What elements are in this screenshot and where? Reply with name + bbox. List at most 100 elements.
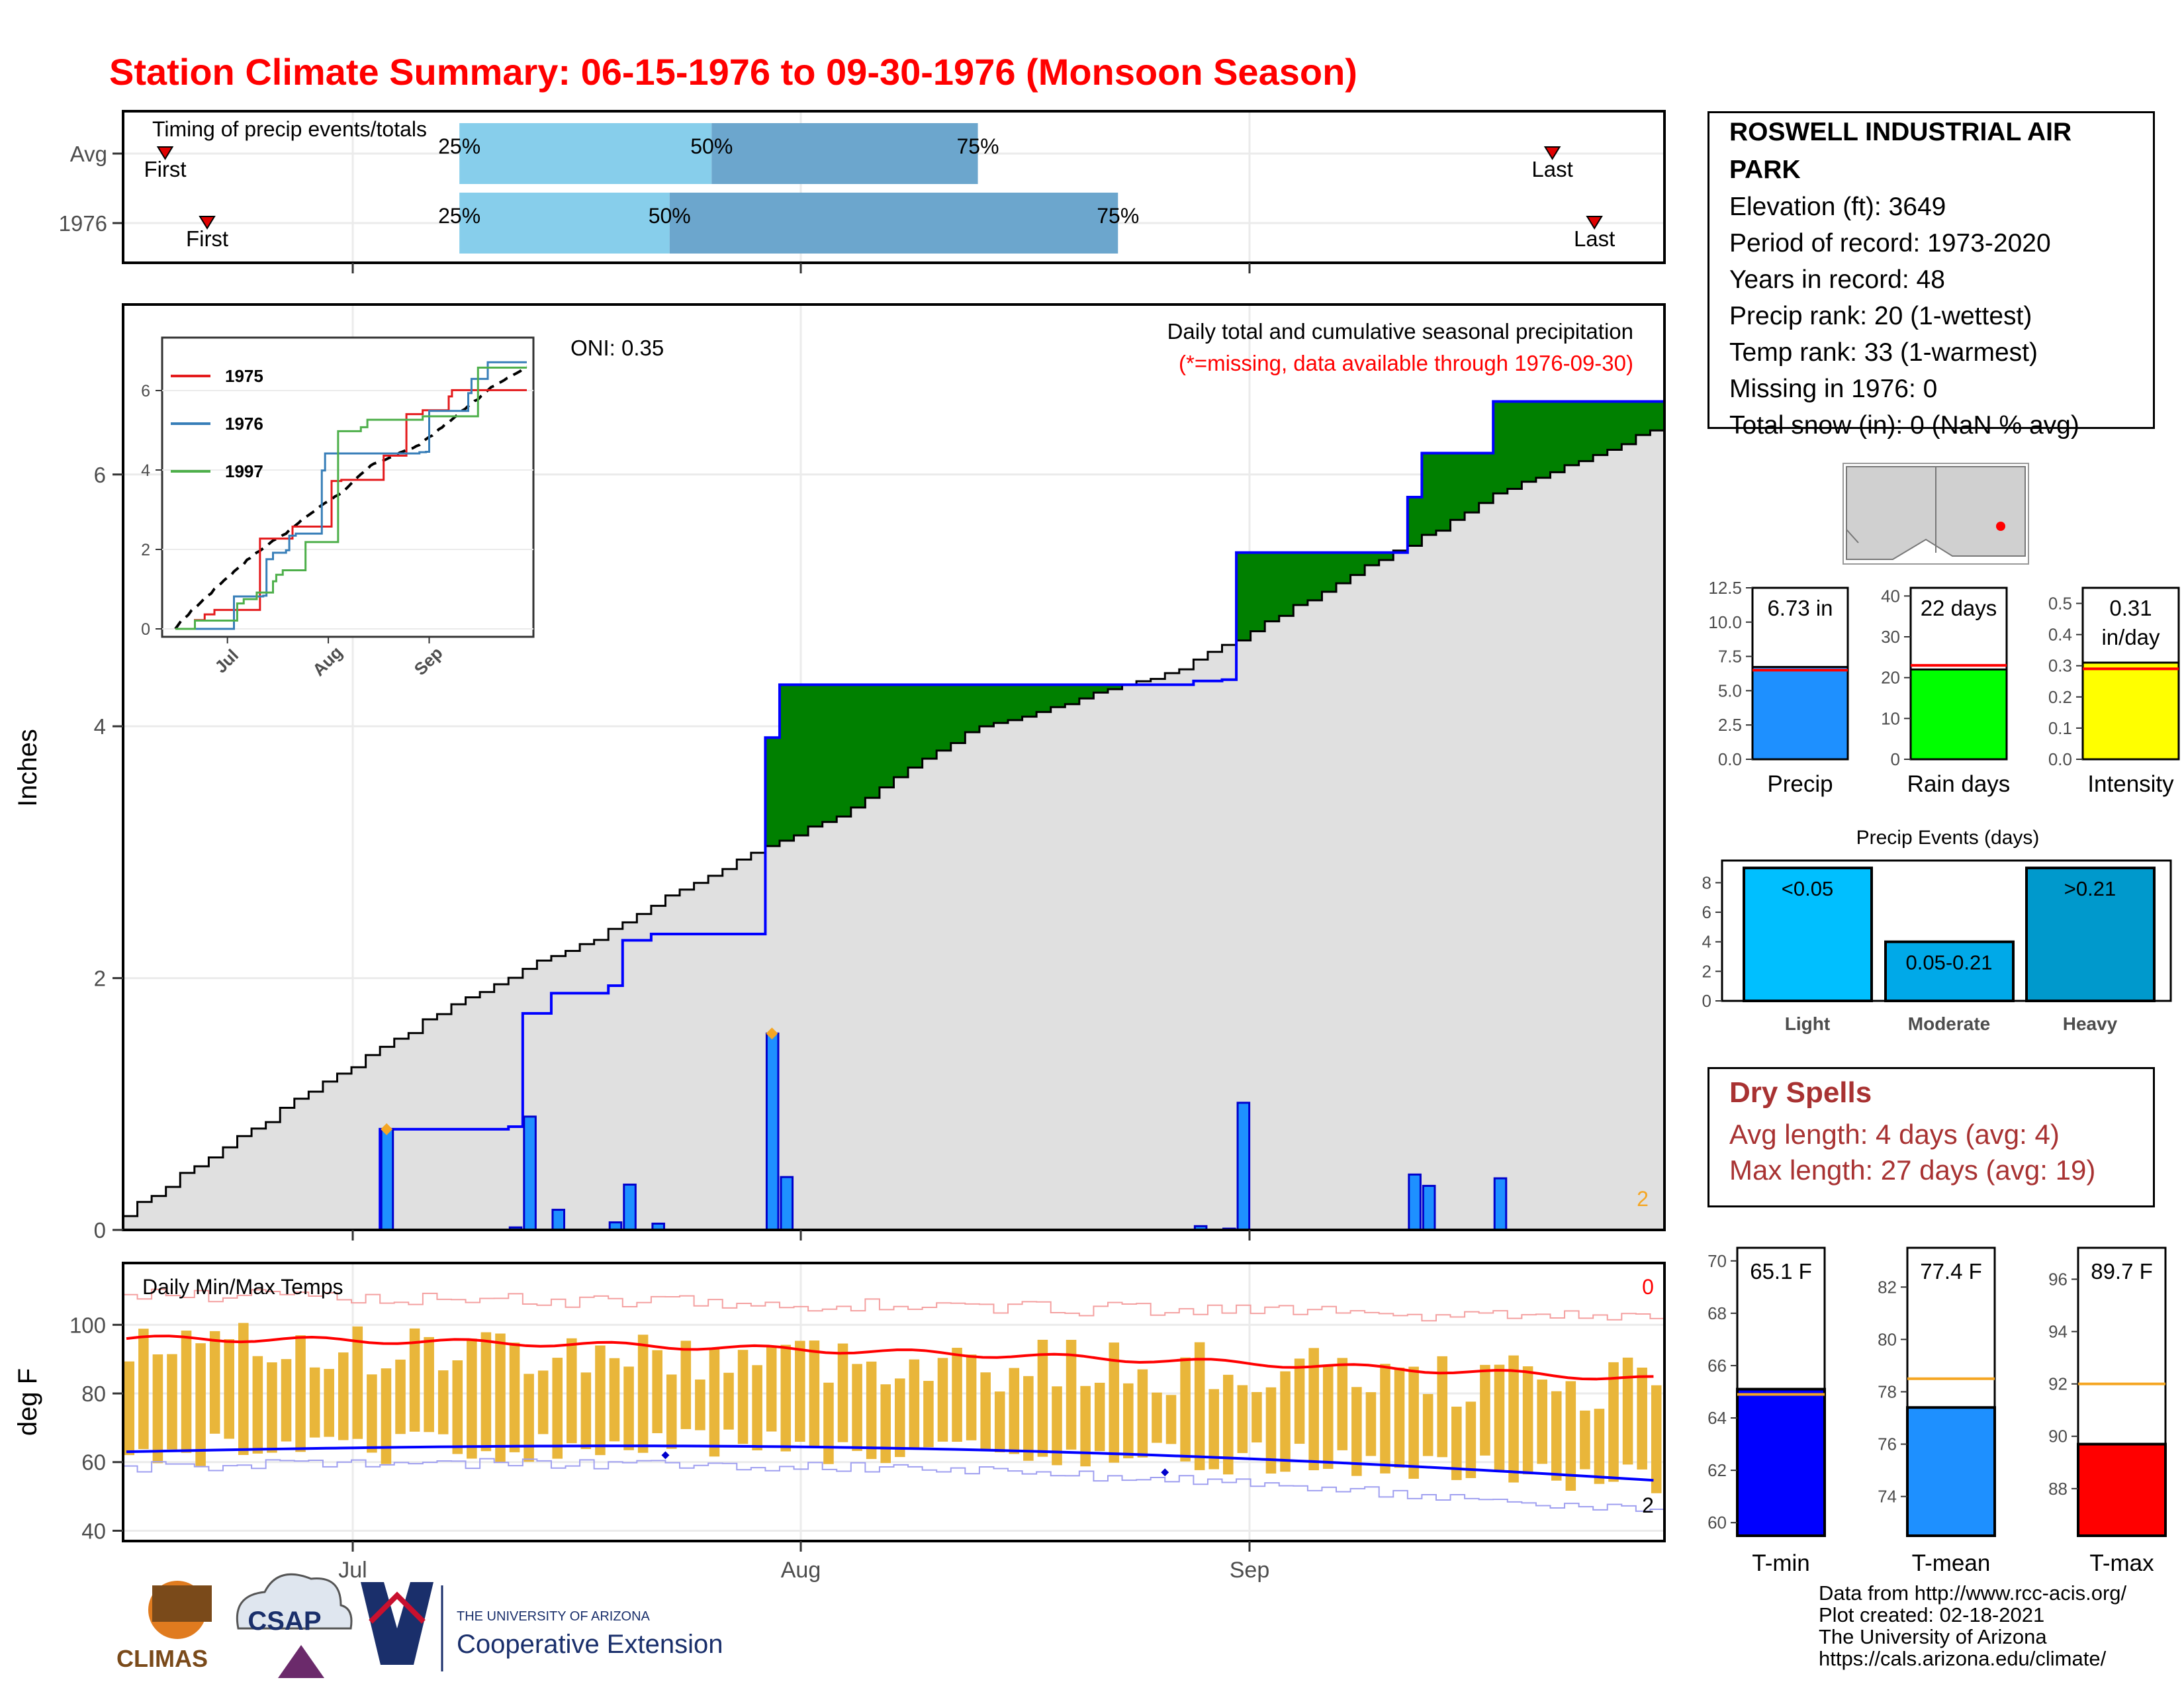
daily-temp-bar	[609, 1358, 620, 1442]
record-marker	[381, 1123, 393, 1135]
daily-temp-bar	[452, 1360, 463, 1454]
daily-temp-bar	[580, 1372, 592, 1450]
daily-temp-bar	[1237, 1385, 1248, 1454]
dry-spells-max: Max length: 27 days (avg: 19)	[1729, 1154, 2096, 1186]
daily-temp-bar	[1380, 1364, 1390, 1474]
csap-logo-cloud	[236, 1573, 353, 1630]
daily-temp-bar	[852, 1364, 862, 1451]
avg-cumulative-area	[123, 430, 1664, 1230]
ua-logo-icon	[361, 1582, 433, 1665]
daily-temp-bar	[295, 1335, 306, 1452]
daily-temp-bar	[866, 1361, 877, 1460]
daily-temp-bar	[1465, 1401, 1477, 1478]
station-missing: Missing in 1976: 0	[1729, 375, 1938, 403]
daily-temp-bar	[937, 1358, 948, 1442]
daily-temp-bar	[1651, 1385, 1662, 1493]
daily-precip-bar	[523, 1115, 537, 1231]
event-bar	[2025, 867, 2156, 1002]
diff-area	[1379, 552, 1394, 560]
diff-area	[1621, 401, 1637, 444]
summary-value-label: 22 days	[1921, 596, 1997, 620]
daily-precip-bar	[380, 1128, 394, 1231]
temp-frame	[122, 1262, 1666, 1542]
precip-frame	[122, 303, 1666, 1231]
daily-temp-bar	[1365, 1392, 1377, 1456]
daily-temp-bar	[1622, 1357, 1633, 1465]
daily-temp-bar	[1009, 1368, 1020, 1454]
event-bar-label: <0.05	[1782, 877, 1833, 900]
summary-value-label: in/day	[2101, 625, 2160, 649]
temp-summary-y-label: 64	[1707, 1408, 1727, 1428]
diff-area	[1022, 684, 1037, 717]
station-marker	[1996, 522, 2005, 531]
daily-temp-bar	[181, 1331, 192, 1453]
daily-temp-bar	[1280, 1371, 1291, 1472]
daily-precip-bar	[1493, 1177, 1508, 1231]
diff-area	[1565, 401, 1580, 465]
x-tick-label: Sep	[1230, 1558, 1270, 1583]
daily-temp-bar	[952, 1348, 962, 1442]
temp-summary-bar	[1736, 1387, 1826, 1537]
temp-summary-category: T-mean	[1912, 1550, 1991, 1576]
daily-temp-bar	[395, 1359, 406, 1434]
diff-area	[1336, 552, 1351, 584]
temp-summary-y-label: 68	[1707, 1303, 1727, 1323]
events-y-label: 6	[1702, 902, 1711, 922]
legend-label: 1975	[225, 366, 263, 386]
dry-spells-box: Dry Spells Avg length: 4 days (avg: 4) M…	[1707, 1067, 2155, 1207]
summary-value-label: 6.73 in	[1767, 596, 1833, 620]
daily-temp-bar	[780, 1344, 792, 1452]
daily-temp-bar	[766, 1346, 777, 1432]
daily-temp-bar	[1137, 1369, 1148, 1458]
first-label: First	[144, 157, 186, 181]
daily-temp-bar	[1580, 1410, 1590, 1470]
diff-area	[893, 684, 909, 778]
event-category-label: Light	[1785, 1013, 1830, 1034]
avg-max-line	[126, 1335, 1654, 1381]
station-elevation: Elevation (ft): 3649	[1729, 193, 1946, 221]
credit-source: Data from http://www.rcc-acis.org/	[1819, 1581, 2127, 1605]
daily-temp-bar	[1080, 1385, 1091, 1467]
timing-row-label: Avg	[70, 142, 107, 166]
last-label: Last	[1531, 157, 1572, 181]
summary-y-label: 5.0	[1718, 680, 1742, 700]
temp-summary-1: 77.4 F 74 76 78 80 82 T-mean	[1878, 1246, 1996, 1576]
daily-temp-bar	[1165, 1395, 1177, 1444]
daily-temp-bar	[1294, 1358, 1305, 1444]
diff-area	[1550, 401, 1565, 473]
temp-summary-0: 65.1 F 60 62 64 66 68 70 T-min	[1707, 1246, 1826, 1576]
summary-bar-0: 6.73 in 0.0 2.5 5.0 7.5 10.0 12.5 Precip	[1708, 578, 1849, 797]
diff-area	[1236, 552, 1251, 641]
temp-summary-y-label: 76	[1878, 1434, 1897, 1454]
temp-summary-y-label: 70	[1707, 1251, 1727, 1271]
daily-temp-bar	[1351, 1387, 1362, 1476]
daily-precip-bar	[1408, 1173, 1422, 1231]
daily-temp-bar	[823, 1382, 834, 1464]
first-marker	[156, 146, 174, 160]
diff-area	[1250, 552, 1265, 632]
x-tick-label: Aug	[781, 1558, 821, 1583]
daily-temp-bar	[567, 1338, 577, 1444]
temp-summary-y-label: 80	[1878, 1329, 1897, 1349]
diff-area	[1050, 684, 1066, 708]
daily-temp-bar	[409, 1328, 420, 1432]
daily-precip-bar	[1422, 1184, 1436, 1231]
precip-panel: 2 Daily total and cumulative seasonal pre…	[13, 303, 1666, 1243]
diff-area	[1008, 684, 1023, 720]
daily-temp-bar	[552, 1358, 563, 1459]
daily-temp-bar	[795, 1340, 805, 1442]
daily-temp-bar	[1094, 1382, 1105, 1452]
last-label: Last	[1574, 226, 1615, 251]
daily-temp-bar	[195, 1343, 206, 1466]
temp-corner-bottom: 2	[1642, 1493, 1654, 1517]
ua-logo-big-text: Cooperative Extension	[457, 1630, 723, 1659]
precip-subtitle: (*=missing, data available through 1976-…	[1179, 351, 1633, 375]
diff-area	[879, 684, 894, 788]
daily-temp-bar	[352, 1326, 363, 1439]
daily-temp-bar	[281, 1359, 292, 1442]
temp-summary-y-label: 62	[1707, 1460, 1727, 1480]
summary-y-label: 2.5	[1718, 715, 1742, 735]
event-bar	[1884, 940, 2015, 1002]
daily-temp-bar	[1451, 1406, 1462, 1480]
first-label: First	[186, 226, 228, 251]
